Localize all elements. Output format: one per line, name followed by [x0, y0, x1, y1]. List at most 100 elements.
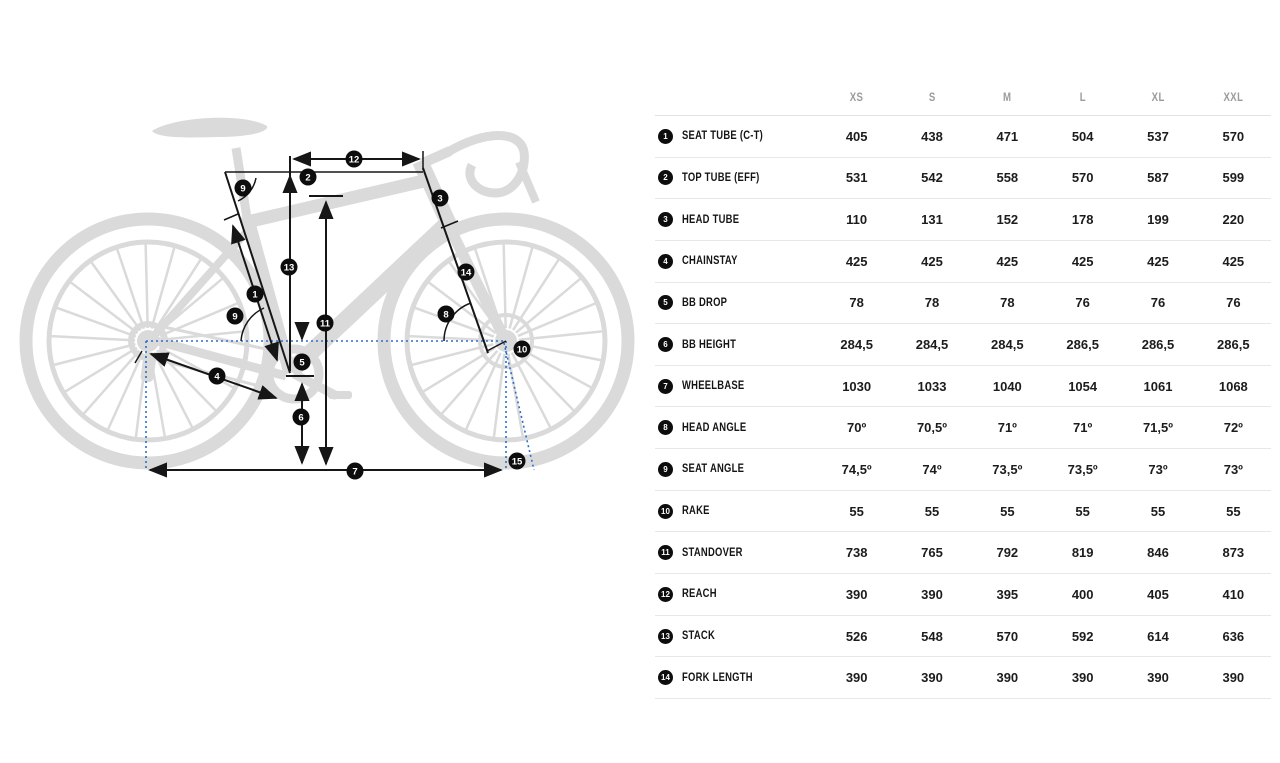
svg-text:9: 9 [232, 311, 237, 322]
row-label: HEAD ANGLE [682, 421, 747, 434]
row-label-cell: 2 TOP TUBE (EFF) [655, 170, 819, 186]
geometry-value: 542 [921, 170, 943, 186]
geometry-value: 70º [847, 420, 867, 436]
svg-text:8: 8 [443, 309, 448, 320]
diagram-marker-5: 5 [293, 353, 311, 371]
svg-text:13: 13 [284, 262, 295, 273]
row-number-badge: 3 [658, 212, 673, 228]
geometry-value: 78 [1000, 295, 1015, 311]
row-label: WHEELBASE [682, 380, 745, 393]
row-label-cell: 7 WHEELBASE [655, 378, 819, 394]
table-row: 13 STACK 526 548 570 592 614 636 [655, 616, 1271, 658]
geometry-value: 738 [845, 545, 868, 561]
geometry-value: 220 [1222, 212, 1245, 228]
geometry-value: 390 [1071, 670, 1094, 686]
row-number-badge: 4 [658, 253, 673, 269]
geometry-value: 471 [996, 128, 1019, 144]
svg-text:14: 14 [461, 267, 472, 278]
row-label-cell: 13 STACK [655, 628, 819, 644]
row-number-badge: 1 [658, 128, 673, 144]
geometry-value: 1030 [842, 378, 872, 394]
geometry-value: 425 [921, 253, 943, 269]
handlebar-icon [420, 131, 540, 204]
geometry-value: 71,5º [1142, 420, 1174, 436]
geometry-value: 390 [921, 586, 943, 602]
diagram-marker-14: 14 [457, 263, 475, 281]
geometry-value: 390 [921, 670, 943, 686]
geometry-value: 1061 [1143, 378, 1173, 394]
geometry-value: 614 [1147, 628, 1169, 644]
size-column-header: S [928, 89, 936, 104]
row-label: TOP TUBE (EFF) [682, 171, 760, 184]
geometry-value: 73º [1223, 461, 1243, 477]
svg-text:11: 11 [320, 318, 331, 329]
geometry-value: 73º [1148, 461, 1168, 477]
head-bottom-tick [440, 220, 459, 229]
geometry-value: 390 [996, 670, 1019, 686]
geometry-value: 71º [997, 420, 1017, 436]
geometry-value: 400 [1071, 586, 1094, 602]
seat-tube-top-tick [223, 213, 239, 221]
geometry-value: 765 [921, 545, 943, 561]
geometry-value: 73,5º [992, 461, 1023, 477]
row-number-badge: 9 [658, 461, 673, 477]
diagram-marker-15: 15 [508, 452, 526, 470]
geometry-value: 390 [845, 670, 868, 686]
row-label: STANDOVER [682, 546, 743, 559]
geometry-value: 74º [922, 461, 942, 477]
geometry-value: 570 [1222, 128, 1245, 144]
geometry-value: 199 [1147, 212, 1169, 228]
row-label: FORK LENGTH [682, 671, 753, 684]
row-label: SEAT TUBE (C-T) [682, 130, 764, 143]
geometry-value: 390 [1147, 670, 1169, 686]
geometry-value: 592 [1071, 628, 1094, 644]
geometry-value: 425 [996, 253, 1019, 269]
row-number-badge: 2 [658, 170, 673, 186]
geometry-value: 1033 [917, 378, 947, 394]
size-column-header: XL [1151, 89, 1165, 104]
svg-text:6: 6 [298, 412, 303, 423]
geometry-value: 55 [1075, 503, 1090, 519]
svg-text:5: 5 [299, 357, 305, 368]
geometry-value: 284,5 [991, 337, 1024, 353]
row-label-cell: 10 RAKE [655, 503, 819, 519]
geometry-value: 537 [1147, 128, 1169, 144]
geometry-value: 286,5 [1066, 337, 1099, 353]
geometry-value: 72º [1223, 420, 1243, 436]
geometry-value: 405 [845, 128, 868, 144]
diagram-marker-7: 7 [346, 462, 364, 480]
table-row: 12 REACH 390 390 395 400 405 410 [655, 574, 1271, 616]
table-row: 1 SEAT TUBE (C-T) 405 438 471 504 537 570 [655, 116, 1271, 158]
geometry-value: 570 [996, 628, 1019, 644]
row-number-badge: 6 [658, 337, 673, 353]
geometry-value: 390 [845, 586, 868, 602]
row-label-cell: 9 SEAT ANGLE [655, 461, 819, 477]
svg-text:9: 9 [240, 183, 245, 194]
geometry-value: 425 [1071, 253, 1094, 269]
geometry-value: 76 [1075, 295, 1090, 311]
geometry-value: 284,5 [915, 337, 949, 353]
geometry-value: 76 [1150, 295, 1166, 311]
seat-angle-bottom-arc [240, 307, 265, 342]
diagram-marker-6: 6 [292, 408, 310, 426]
geometry-value: 425 [1222, 253, 1245, 269]
row-number-badge: 10 [658, 503, 673, 519]
geometry-value: 55 [1150, 503, 1166, 519]
row-number-badge: 8 [658, 420, 673, 436]
geometry-value: 1054 [1068, 378, 1098, 394]
geometry-value: 152 [996, 212, 1019, 228]
row-number-badge: 7 [658, 378, 673, 394]
diagram-marker-9: 9 [226, 307, 244, 325]
geometry-value: 410 [1222, 586, 1245, 602]
diagram-marker-11: 11 [316, 314, 334, 332]
geometry-value: 286,5 [1217, 337, 1250, 353]
geometry-value: 71º [1073, 420, 1093, 436]
geometry-value: 73,5º [1067, 461, 1098, 477]
row-label: RAKE [682, 505, 710, 518]
svg-text:3: 3 [437, 193, 442, 204]
row-number-badge: 12 [658, 586, 673, 602]
diagram-marker-9: 9 [234, 179, 252, 197]
